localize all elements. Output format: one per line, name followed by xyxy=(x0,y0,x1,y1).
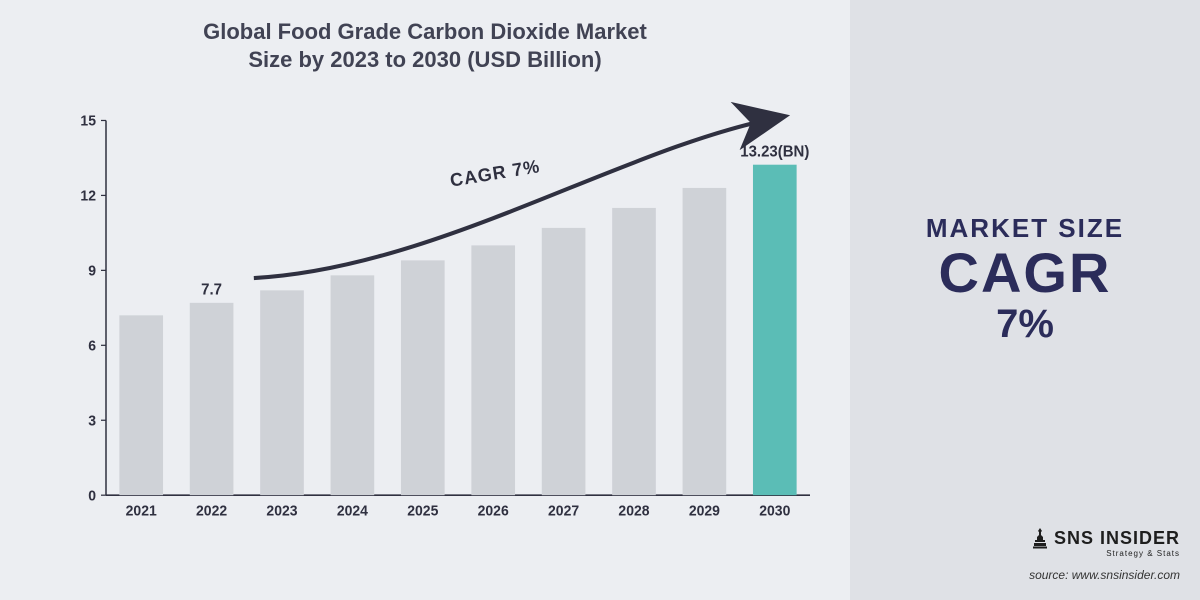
svg-text:2029: 2029 xyxy=(689,504,720,520)
logo-main: SNS INSIDER xyxy=(1032,527,1180,549)
summary-text: MARKET SIZE CAGR 7% xyxy=(926,213,1124,348)
svg-text:9: 9 xyxy=(88,263,96,279)
svg-text:12: 12 xyxy=(80,188,96,204)
summary-line-2: CAGR xyxy=(926,244,1124,303)
svg-text:2021: 2021 xyxy=(126,504,157,520)
chart-panel: Global Food Grade Carbon Dioxide Market … xyxy=(0,0,850,600)
svg-text:2024: 2024 xyxy=(337,504,368,520)
svg-text:2030: 2030 xyxy=(759,504,790,520)
svg-text:2025: 2025 xyxy=(407,504,438,520)
chart-title: Global Food Grade Carbon Dioxide Market … xyxy=(24,18,826,73)
svg-text:0: 0 xyxy=(88,488,96,504)
svg-text:CAGR 7%: CAGR 7% xyxy=(449,156,542,191)
svg-text:2027: 2027 xyxy=(548,504,579,520)
svg-text:2023: 2023 xyxy=(266,504,297,520)
logo-sub: Strategy & Stats xyxy=(1032,549,1180,558)
svg-text:2022: 2022 xyxy=(196,504,227,520)
title-line-1: Global Food Grade Carbon Dioxide Market xyxy=(24,18,826,46)
svg-text:7.7: 7.7 xyxy=(201,281,222,298)
svg-text:2028: 2028 xyxy=(618,504,649,520)
summary-line-1: MARKET SIZE xyxy=(926,213,1124,244)
svg-text:6: 6 xyxy=(88,338,96,354)
chess-icon xyxy=(1032,527,1048,549)
svg-text:2026: 2026 xyxy=(478,504,509,520)
logo-text: SNS INSIDER xyxy=(1054,528,1180,549)
bar-chart: 0 3 6 9 12 15 2021 2022 2023 2024 2025 2026 2027 2028… xyxy=(60,100,820,530)
svg-text:3: 3 xyxy=(88,413,96,429)
svg-text:15: 15 xyxy=(80,113,96,129)
title-line-2: Size by 2023 to 2030 (USD Billion) xyxy=(24,46,826,74)
chart-area: 0 3 6 9 12 15 2021 2022 2023 2024 2025 2026 2027 2028… xyxy=(60,100,820,530)
source-text: source: www.snsinsider.com xyxy=(1029,568,1180,582)
summary-line-3: 7% xyxy=(926,302,1124,347)
svg-text:13.23(BN): 13.23(BN) xyxy=(740,143,809,160)
logo: SNS INSIDER Strategy & Stats xyxy=(1032,527,1180,558)
summary-panel: MARKET SIZE CAGR 7% SNS INSIDER Strategy… xyxy=(850,0,1200,600)
